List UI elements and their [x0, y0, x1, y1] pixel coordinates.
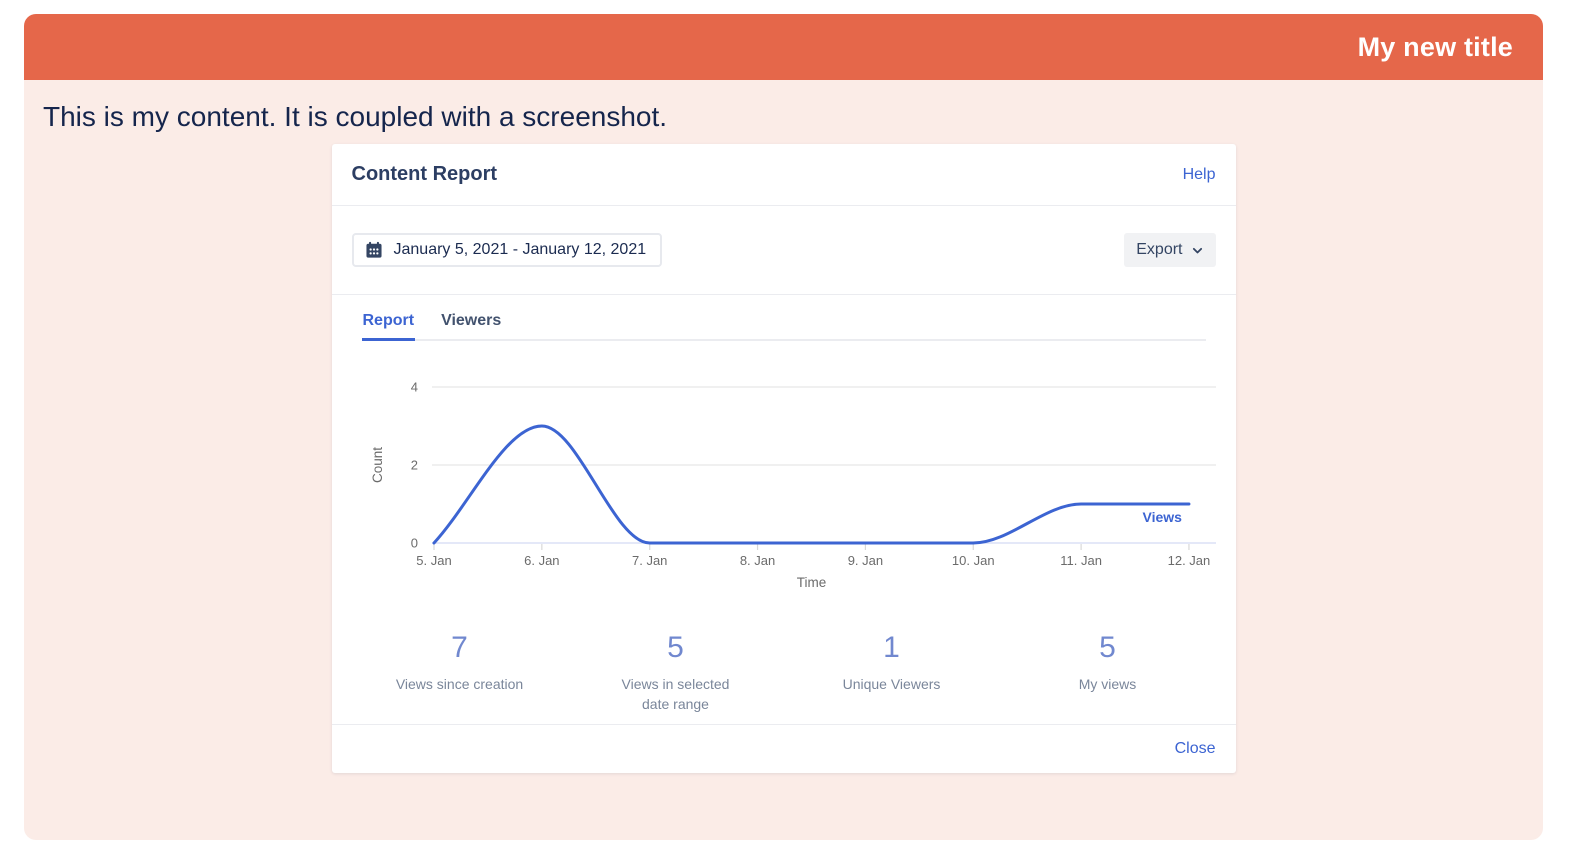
stat-label: Views in selected date range	[621, 676, 730, 712]
modal-header: Content Report Help	[331, 144, 1236, 206]
svg-text:10. Jan: 10. Jan	[951, 553, 994, 568]
stats-row: 7 Views since creation 5 Views in select…	[352, 631, 1216, 720]
stat-label: Unique Viewers	[842, 676, 941, 692]
calendar-icon	[365, 241, 383, 259]
export-button-label: Export	[1136, 241, 1183, 258]
svg-text:12. Jan: 12. Jan	[1167, 553, 1210, 568]
stat-label: My views	[1078, 676, 1137, 692]
tab-bar: Report Viewers	[361, 311, 1206, 341]
stat-my-views: 5 My views	[1000, 631, 1216, 714]
svg-text:Count: Count	[370, 447, 385, 483]
page-card: My new title This is my content. It is c…	[24, 14, 1543, 840]
content-report-modal: Content Report Help January 5, 2021 - Ja…	[331, 144, 1236, 773]
stat-label: Views since creation	[395, 676, 524, 692]
app-header: My new title	[24, 14, 1543, 80]
app-header-title: My new title	[1357, 31, 1513, 62]
stat-value: 1	[883, 631, 900, 664]
svg-text:4: 4	[410, 380, 417, 395]
svg-text:6. Jan: 6. Jan	[524, 553, 559, 568]
export-button[interactable]: Export	[1124, 233, 1216, 267]
svg-text:8. Jan: 8. Jan	[739, 553, 774, 568]
date-range-text: January 5, 2021 - January 12, 2021	[393, 241, 647, 258]
tab-viewers[interactable]: Viewers	[441, 312, 502, 329]
svg-text:7. Jan: 7. Jan	[631, 553, 666, 568]
svg-text:9. Jan: 9. Jan	[847, 553, 882, 568]
date-range-picker[interactable]: January 5, 2021 - January 12, 2021	[351, 233, 663, 267]
close-link[interactable]: Close	[1174, 740, 1216, 757]
chevron-down-icon	[1191, 244, 1204, 257]
stat-value: 5	[667, 631, 684, 664]
svg-text:5. Jan: 5. Jan	[416, 553, 451, 568]
stat-value: 5	[1099, 631, 1116, 664]
content-text: This is my content. It is coupled with a…	[43, 101, 668, 132]
modal-title: Content Report	[351, 163, 498, 185]
svg-text:Time: Time	[796, 575, 826, 590]
modal-toolbar: January 5, 2021 - January 12, 2021 Expor…	[331, 206, 1236, 295]
svg-text:11. Jan: 11. Jan	[1060, 553, 1102, 568]
views-line-chart-svg: 4 2 0 5. Jan 6. Jan 7. Jan 8. Jan 9. Jan 10. Jan…	[370, 380, 1216, 590]
views-line-chart: 4 2 0 5. Jan 6. Jan 7. Jan 8. Jan 9. Jan 10. Jan…	[352, 357, 1216, 609]
modal-footer: Close	[331, 724, 1236, 773]
stat-views-since-creation: 7 Views since creation	[352, 631, 568, 714]
stat-unique-viewers: 1 Unique Viewers	[784, 631, 1000, 714]
svg-text:Views: Views	[1142, 509, 1182, 525]
stat-value: 7	[451, 631, 468, 664]
svg-text:2: 2	[410, 458, 417, 473]
stat-views-in-range: 5 Views in selected date range	[568, 631, 784, 714]
svg-text:0: 0	[410, 536, 417, 551]
modal-main: Report Viewers 4 2 0 5. Jan 6. Jan 7. Jan 8. J…	[332, 311, 1236, 724]
tab-report[interactable]: Report	[361, 311, 416, 341]
help-link[interactable]: Help	[1182, 165, 1216, 183]
